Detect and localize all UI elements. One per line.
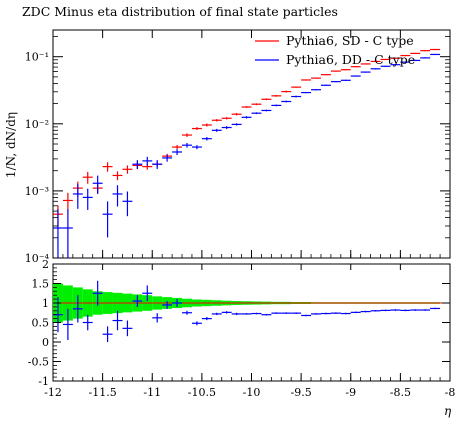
legend: Pythia6, SD - C type Pythia6, DD - C typ… bbox=[255, 33, 415, 67]
ratio-y-tick-label: 0.5 bbox=[32, 317, 50, 330]
ratio-points bbox=[53, 280, 441, 342]
x-tick-label: -8 bbox=[445, 386, 456, 399]
axis-ticks: -12 -11.5 -11 -10.5 -10 -9.5 -9 -8.5 -810⁻⁴10⁻³1… bbox=[25, 30, 456, 399]
x-tick-label: -9.5 bbox=[291, 386, 312, 399]
ratio-y-tick-label: 2 bbox=[42, 258, 49, 271]
ratio-y-tick-label: -1 bbox=[38, 375, 49, 388]
ratio-y-tick-label: 1 bbox=[42, 297, 49, 310]
chart-title: ZDC Minus eta distribution of final stat… bbox=[22, 4, 338, 19]
ratio-y-tick-label: 1.5 bbox=[32, 278, 50, 291]
data-points bbox=[53, 48, 441, 342]
x-tick-label: -9 bbox=[345, 386, 356, 399]
x-tick-label: -8.5 bbox=[390, 386, 411, 399]
x-axis-label: η bbox=[444, 404, 452, 418]
series-2-points bbox=[53, 53, 441, 258]
y-axis-label: 1/N, dN/dη bbox=[4, 112, 18, 178]
x-tick-label: -10 bbox=[243, 386, 261, 399]
x-tick-label: -10.5 bbox=[188, 386, 216, 399]
ratio-y-tick-label: -0.5 bbox=[28, 356, 49, 369]
x-tick-label: -11 bbox=[143, 386, 161, 399]
x-tick-label: -12 bbox=[44, 386, 62, 399]
top-y-tick-label: 10⁻⁴ bbox=[25, 252, 50, 265]
legend-label-series-1: Pythia6, SD - C type bbox=[286, 33, 414, 48]
top-y-tick-label: 10⁻² bbox=[25, 118, 49, 131]
x-tick-label: -11.5 bbox=[89, 386, 117, 399]
top-y-tick-label: 10⁻³ bbox=[25, 185, 49, 198]
ratio-y-tick-label: 0 bbox=[42, 336, 49, 349]
legend-label-series-2: Pythia6, DD - C type bbox=[286, 52, 415, 67]
top-y-tick-label: 10⁻¹ bbox=[25, 51, 49, 64]
